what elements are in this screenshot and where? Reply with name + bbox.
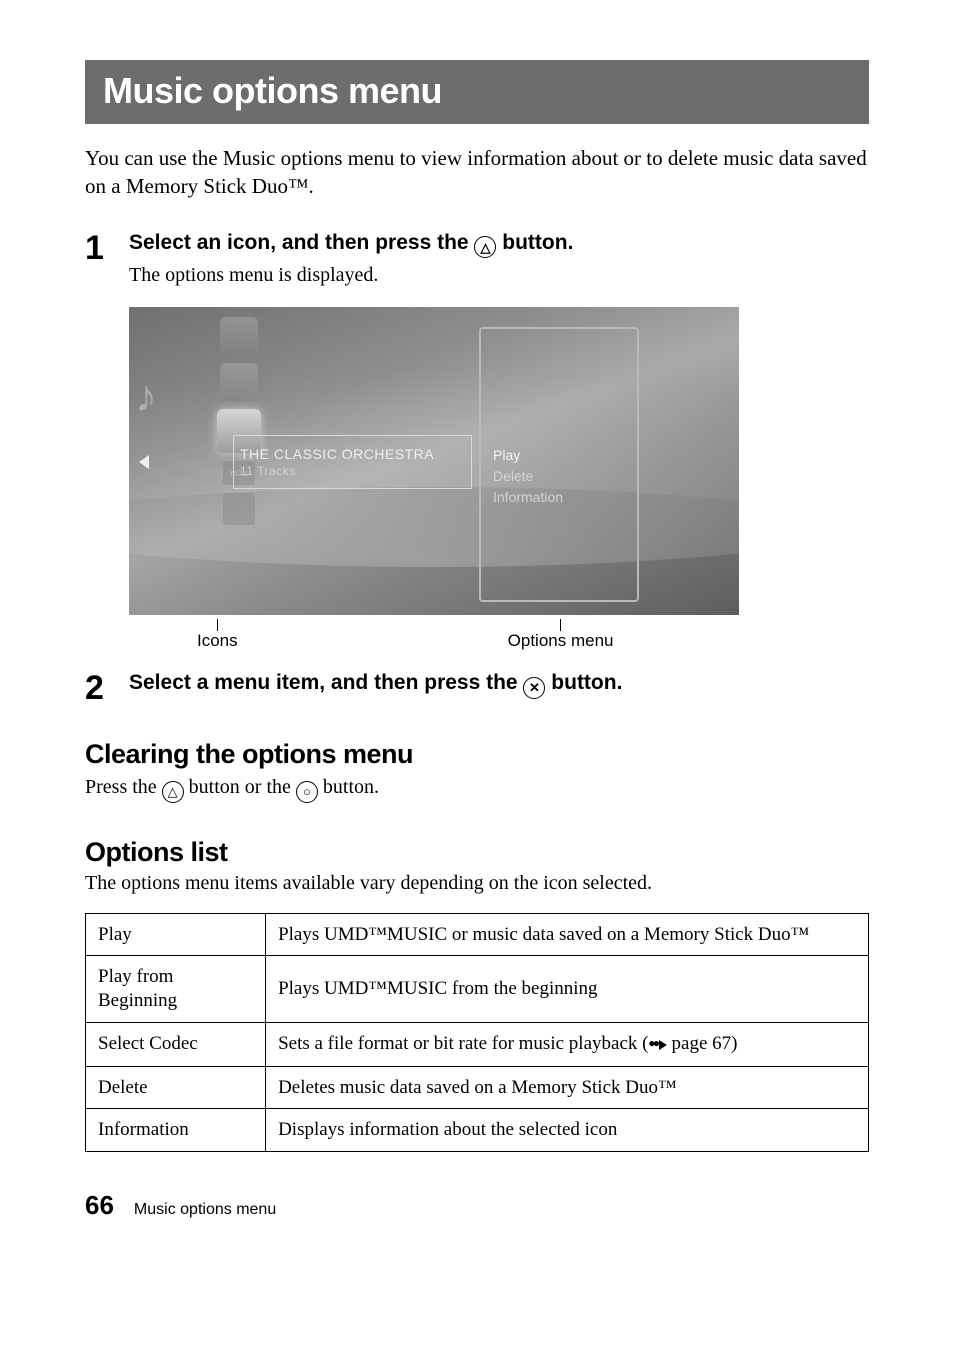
list-item-icon bbox=[220, 317, 258, 355]
list-item-icon bbox=[220, 363, 258, 401]
left-arrow-icon bbox=[139, 455, 149, 469]
xref-icon: •• bbox=[648, 1033, 666, 1057]
triangle-button-icon: △ bbox=[162, 781, 184, 803]
table-row: Select Codec Sets a file format or bit r… bbox=[86, 1022, 869, 1066]
step-number: 1 bbox=[85, 229, 129, 265]
page-footer: 66 Music options menu bbox=[85, 1190, 869, 1221]
figure-callouts: Icons Options menu bbox=[129, 619, 739, 651]
clearing-heading: Clearing the options menu bbox=[85, 739, 869, 770]
option-label: Information bbox=[86, 1109, 266, 1152]
step-heading-after: button. bbox=[496, 231, 573, 254]
table-row: Delete Deletes music data saved on a Mem… bbox=[86, 1066, 869, 1109]
options-list-heading: Options list bbox=[85, 837, 869, 868]
intro-paragraph: You can use the Music options menu to vi… bbox=[85, 144, 869, 201]
option-desc: Plays UMD™MUSIC from the beginning bbox=[266, 956, 869, 1023]
table-row: Play Plays UMD™MUSIC or music data saved… bbox=[86, 913, 869, 956]
options-table: Play Plays UMD™MUSIC or music data saved… bbox=[85, 913, 869, 1153]
option-label: Play bbox=[86, 913, 266, 956]
selected-item-title: THE CLASSIC ORCHESTRA bbox=[240, 446, 471, 462]
option-label: Select Codec bbox=[86, 1022, 266, 1066]
music-category-icon: ♪ bbox=[135, 371, 157, 422]
callout-tick bbox=[217, 619, 218, 631]
callout-label: Icons bbox=[197, 631, 238, 651]
callout-options-menu: Options menu bbox=[508, 619, 614, 651]
option-desc: Displays information about the selected … bbox=[266, 1109, 869, 1152]
option-label: Play from Beginning bbox=[86, 956, 266, 1023]
circle-button-icon: ○ bbox=[296, 781, 318, 803]
clearing-text: Press the △ button or the ○ button. bbox=[85, 774, 869, 803]
option-desc: Deletes music data saved on a Memory Sti… bbox=[266, 1066, 869, 1109]
options-menu-item: Information bbox=[493, 487, 625, 508]
cross-button-icon: ✕ bbox=[523, 677, 545, 699]
table-row: Play from Beginning Plays UMD™MUSIC from… bbox=[86, 956, 869, 1023]
page-number: 66 bbox=[85, 1190, 114, 1221]
table-row: Information Displays information about t… bbox=[86, 1109, 869, 1152]
options-list-intro: The options menu items available vary de… bbox=[85, 872, 869, 895]
triangle-button-icon: △ bbox=[474, 236, 496, 258]
footer-title: Music options menu bbox=[134, 1201, 276, 1219]
selected-item-subtitle: 11 Tracks bbox=[240, 464, 471, 478]
selected-item-box: THE CLASSIC ORCHESTRA 11 Tracks bbox=[233, 435, 472, 489]
option-desc: Sets a file format or bit rate for music… bbox=[266, 1022, 869, 1066]
step-heading-before: Select a menu item, and then press the bbox=[129, 671, 523, 694]
options-menu-item: Play bbox=[493, 445, 625, 466]
step-body: Select an icon, and then press the △ but… bbox=[129, 229, 869, 290]
clearing-text-after: button. bbox=[318, 776, 379, 798]
icon-column: m3u bbox=[217, 317, 261, 525]
step-heading-after: button. bbox=[545, 671, 622, 694]
list-item-icon bbox=[223, 493, 255, 525]
option-desc-before: Sets a file format or bit rate for music… bbox=[278, 1033, 648, 1054]
callout-tick bbox=[560, 619, 561, 631]
option-desc: Plays UMD™MUSIC or music data saved on a… bbox=[266, 913, 869, 956]
callout-label: Options menu bbox=[508, 631, 614, 651]
page-title-bar: Music options menu bbox=[85, 60, 869, 124]
callout-icons: Icons bbox=[197, 619, 238, 651]
step-heading: Select a menu item, and then press the ✕… bbox=[129, 669, 869, 699]
options-menu-item: Delete bbox=[493, 466, 625, 487]
step-2: 2 Select a menu item, and then press the… bbox=[85, 669, 869, 705]
page-title: Music options menu bbox=[103, 70, 442, 111]
options-menu-box: Play Delete Information bbox=[479, 327, 639, 602]
screenshot-figure: ♪ m3u THE CLASSIC ORCHESTRA 11 Tracks Pl… bbox=[129, 307, 739, 651]
step-number: 2 bbox=[85, 669, 129, 705]
step-heading-before: Select an icon, and then press the bbox=[129, 231, 474, 254]
clearing-text-before: Press the bbox=[85, 776, 162, 798]
step-heading: Select an icon, and then press the △ but… bbox=[129, 229, 869, 259]
step-1: 1 Select an icon, and then press the △ b… bbox=[85, 229, 869, 290]
clearing-text-mid: button or the bbox=[184, 776, 296, 798]
step-subtext: The options menu is displayed. bbox=[129, 262, 869, 289]
step-body: Select a menu item, and then press the ✕… bbox=[129, 669, 869, 703]
psp-screenshot: ♪ m3u THE CLASSIC ORCHESTRA 11 Tracks Pl… bbox=[129, 307, 739, 615]
option-label: Delete bbox=[86, 1066, 266, 1109]
option-desc-after: page 67) bbox=[672, 1033, 738, 1054]
